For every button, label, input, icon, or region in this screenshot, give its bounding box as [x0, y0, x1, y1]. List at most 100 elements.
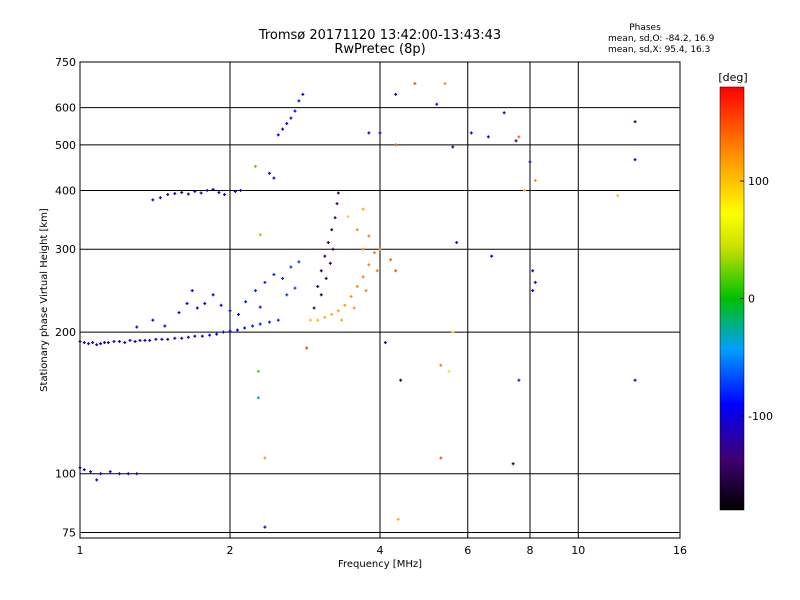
data-point: [251, 324, 255, 328]
chart-title: Tromsø 20171120 13:42:00-13:43:43: [258, 28, 501, 43]
data-point: [352, 306, 356, 310]
data-point: [435, 102, 439, 106]
data-point: [336, 309, 340, 313]
data-point: [281, 127, 285, 131]
data-point: [256, 369, 260, 373]
data-point: [223, 193, 227, 197]
colorbar-tick-label: -100: [748, 410, 773, 423]
y-tick-label: 75: [62, 526, 76, 539]
data-point: [158, 196, 162, 200]
data-point: [490, 254, 494, 258]
data-points: [78, 82, 637, 529]
x-tick-label: 4: [377, 544, 384, 557]
grid-lines: [80, 62, 680, 538]
data-point: [135, 325, 139, 329]
data-point: [319, 269, 323, 273]
data-point: [148, 338, 152, 342]
data-point: [151, 318, 155, 322]
data-point: [326, 241, 330, 245]
data-point: [99, 472, 103, 476]
data-point: [123, 341, 127, 345]
data-point: [180, 190, 184, 194]
data-point: [193, 189, 197, 193]
data-point: [128, 338, 132, 342]
data-point: [221, 330, 225, 334]
data-point: [236, 312, 240, 316]
data-point: [319, 293, 323, 297]
data-point: [281, 276, 285, 280]
data-point: [154, 337, 158, 341]
data-point: [340, 318, 344, 322]
phases-heading: Phases: [629, 23, 661, 33]
data-point: [239, 188, 243, 192]
data-point: [533, 178, 537, 182]
data-point: [308, 318, 312, 322]
data-point: [228, 309, 232, 313]
y-tick-label: 750: [55, 56, 76, 69]
data-point: [267, 171, 271, 175]
data-point: [285, 293, 289, 297]
data-point: [235, 328, 239, 332]
data-point: [138, 338, 142, 342]
x-tick-label: 6: [464, 544, 471, 557]
data-point: [272, 176, 276, 180]
data-point: [335, 202, 339, 206]
data-point: [367, 263, 371, 267]
data-point: [108, 470, 112, 474]
data-point: [205, 188, 209, 192]
data-point: [186, 335, 190, 339]
data-point: [511, 462, 515, 466]
data-point: [289, 265, 293, 269]
data-point: [106, 341, 110, 345]
data-point: [616, 194, 620, 198]
data-point: [531, 289, 535, 293]
data-point: [186, 192, 190, 196]
data-point: [394, 143, 398, 147]
data-point: [378, 131, 382, 135]
data-point: [533, 280, 537, 284]
data-point: [199, 191, 203, 195]
data-point: [330, 228, 334, 232]
colorbar-label: [deg]: [718, 71, 747, 84]
phases-o-stats: mean, sd,O: -84.2, 16.9: [608, 34, 715, 44]
data-point: [323, 315, 327, 319]
data-point: [233, 189, 237, 193]
data-point: [126, 472, 130, 476]
data-point: [312, 306, 316, 310]
data-point: [633, 158, 637, 162]
colorbar-tick-label: 0: [748, 293, 755, 306]
x-tick-label: 8: [527, 544, 534, 557]
data-point: [399, 378, 403, 382]
data-point: [112, 339, 116, 343]
y-tick-label: 200: [55, 326, 76, 339]
data-point: [95, 478, 99, 482]
data-point: [361, 247, 365, 251]
data-point: [276, 318, 280, 322]
data-point: [455, 241, 459, 245]
data-point: [217, 190, 221, 194]
data-point: [528, 160, 532, 164]
data-point: [333, 216, 337, 220]
data-point: [117, 472, 121, 476]
data-point: [323, 254, 327, 258]
data-point: [285, 122, 289, 126]
data-point: [328, 261, 332, 265]
data-point: [203, 302, 207, 306]
data-point: [316, 284, 320, 288]
data-point: [253, 164, 257, 168]
data-point: [103, 341, 107, 345]
data-point: [256, 396, 260, 400]
data-point: [447, 369, 451, 373]
plot-frame: [79, 61, 681, 539]
data-point: [258, 233, 262, 237]
x-tick-label: 2: [227, 544, 234, 557]
chart-subtitle: RwPretec (8p): [334, 42, 425, 57]
data-point: [383, 341, 387, 345]
data-point: [244, 300, 248, 304]
data-point: [253, 289, 257, 293]
data-point: [82, 341, 86, 345]
y-tick-label: 500: [55, 139, 76, 152]
data-point: [173, 336, 177, 340]
data-point: [190, 289, 194, 293]
data-point: [343, 303, 347, 307]
